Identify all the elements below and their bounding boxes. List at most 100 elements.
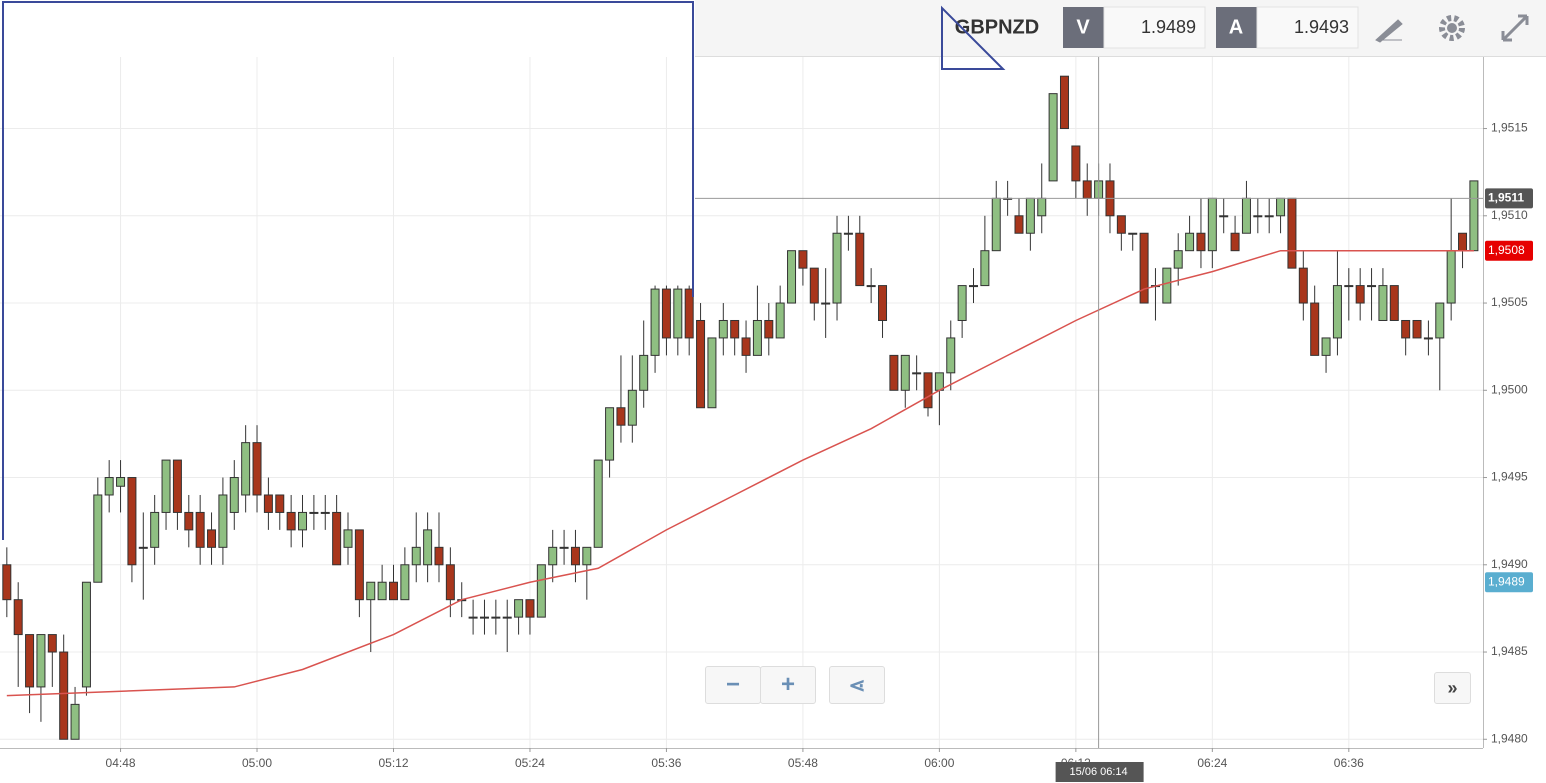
candle-body bbox=[25, 634, 35, 688]
candle-body bbox=[1276, 197, 1286, 217]
candle-body bbox=[93, 494, 103, 583]
candle-body bbox=[525, 599, 535, 618]
candle-body bbox=[275, 494, 285, 513]
candle-body bbox=[423, 529, 433, 566]
y-tick-label: 1,9480 bbox=[1491, 731, 1528, 745]
ask-value: 1.9493 bbox=[1294, 17, 1349, 37]
share-button[interactable]: ⋖ bbox=[829, 666, 885, 704]
candle-body bbox=[1264, 215, 1274, 218]
candle-body bbox=[400, 564, 410, 601]
x-tick-label: 06:00 bbox=[924, 756, 954, 770]
candle-body bbox=[47, 634, 57, 653]
candle-body bbox=[116, 477, 126, 487]
candle-body bbox=[1128, 232, 1138, 235]
zoom-in-button[interactable]: + bbox=[760, 666, 816, 704]
candle-body bbox=[1162, 267, 1172, 304]
y-tick-label: 1,9510 bbox=[1491, 208, 1528, 222]
candle-body bbox=[479, 616, 489, 619]
y-tick-label: 1,9495 bbox=[1491, 470, 1528, 484]
fullscreen-icon[interactable] bbox=[1501, 14, 1529, 42]
candle-body bbox=[1048, 93, 1058, 182]
candle-body bbox=[582, 546, 592, 566]
candle-body bbox=[36, 634, 46, 688]
moving-average bbox=[6, 249, 1474, 697]
candle-body bbox=[184, 511, 194, 531]
draw-icon[interactable] bbox=[1375, 19, 1403, 43]
candle-body bbox=[684, 288, 694, 339]
candle-body bbox=[81, 581, 91, 688]
candle-body bbox=[764, 319, 774, 339]
candle-body bbox=[1207, 197, 1217, 252]
scroll-right-button[interactable]: » bbox=[1434, 672, 1471, 704]
candle-body bbox=[502, 616, 512, 619]
candle-body bbox=[1025, 197, 1035, 234]
candle-body bbox=[1401, 319, 1411, 339]
candle-body bbox=[843, 232, 853, 235]
candle-body bbox=[445, 564, 455, 601]
y-tick-label: 1,9490 bbox=[1491, 557, 1528, 571]
candle-body bbox=[1196, 232, 1206, 252]
candle-body bbox=[207, 529, 217, 548]
candle-body bbox=[821, 302, 831, 305]
ask-badge[interactable] bbox=[1216, 7, 1257, 48]
price-badge bbox=[1485, 572, 1533, 593]
candle-body bbox=[934, 372, 944, 391]
candle-body bbox=[605, 407, 615, 461]
price-label: 1,9489 bbox=[1488, 574, 1525, 588]
candle-body bbox=[1241, 197, 1251, 234]
y-tick-label: 1,9485 bbox=[1491, 644, 1528, 658]
bid-badge[interactable] bbox=[1063, 7, 1104, 48]
candle-body bbox=[1310, 302, 1320, 356]
crosshair-y-label: 1,9511 bbox=[1488, 191, 1524, 205]
x-tick-label: 05:24 bbox=[515, 756, 545, 770]
candle-body bbox=[991, 197, 1001, 252]
candle-body bbox=[980, 250, 990, 287]
candle-body bbox=[775, 302, 785, 339]
candle-body bbox=[536, 564, 546, 618]
candle-body bbox=[1185, 232, 1195, 252]
candle-body bbox=[1037, 197, 1047, 217]
annotation-triangle bbox=[941, 5, 1006, 70]
y-tick-label: 1,9500 bbox=[1491, 382, 1528, 396]
candle-body bbox=[1469, 180, 1479, 252]
zoom-out-button[interactable]: − bbox=[705, 666, 761, 704]
candle-body bbox=[59, 651, 69, 740]
settings-icon[interactable] bbox=[1439, 15, 1465, 41]
candle-body bbox=[411, 546, 421, 566]
candle-body bbox=[1344, 285, 1354, 288]
candle-body bbox=[320, 511, 330, 514]
candle-body bbox=[1139, 232, 1149, 304]
y-tick-label: 1,9515 bbox=[1491, 121, 1528, 135]
candle-body bbox=[570, 546, 580, 566]
candle-body bbox=[241, 442, 251, 496]
candle-body bbox=[354, 529, 364, 601]
price-label: 1,9508 bbox=[1488, 243, 1525, 257]
candle-body bbox=[1173, 250, 1183, 269]
candle-body bbox=[1082, 180, 1092, 199]
x-tick-label: 05:00 bbox=[242, 756, 272, 770]
candle-body bbox=[286, 511, 296, 531]
bid-box[interactable] bbox=[1103, 6, 1206, 49]
x-tick-label: 06:36 bbox=[1334, 756, 1364, 770]
candle-body bbox=[468, 616, 478, 619]
candle-body bbox=[1435, 302, 1445, 339]
candle-body bbox=[298, 511, 308, 531]
candle-body bbox=[309, 511, 319, 514]
ask-box[interactable] bbox=[1256, 6, 1359, 49]
candle-body bbox=[661, 288, 671, 339]
candle-body bbox=[1355, 285, 1365, 304]
candle-body bbox=[1446, 250, 1456, 304]
candle-body bbox=[1230, 232, 1240, 252]
ask-label: A bbox=[1229, 16, 1243, 38]
candle-body bbox=[1458, 232, 1468, 252]
candle-body bbox=[809, 267, 819, 304]
candle-body bbox=[593, 459, 603, 548]
price-badge bbox=[1485, 240, 1533, 261]
x-tick-label: 05:36 bbox=[651, 756, 681, 770]
candle-body bbox=[388, 581, 398, 601]
bid-value: 1.9489 bbox=[1141, 17, 1196, 37]
candle-body bbox=[627, 389, 637, 426]
x-tick-label: 04:48 bbox=[106, 756, 136, 770]
